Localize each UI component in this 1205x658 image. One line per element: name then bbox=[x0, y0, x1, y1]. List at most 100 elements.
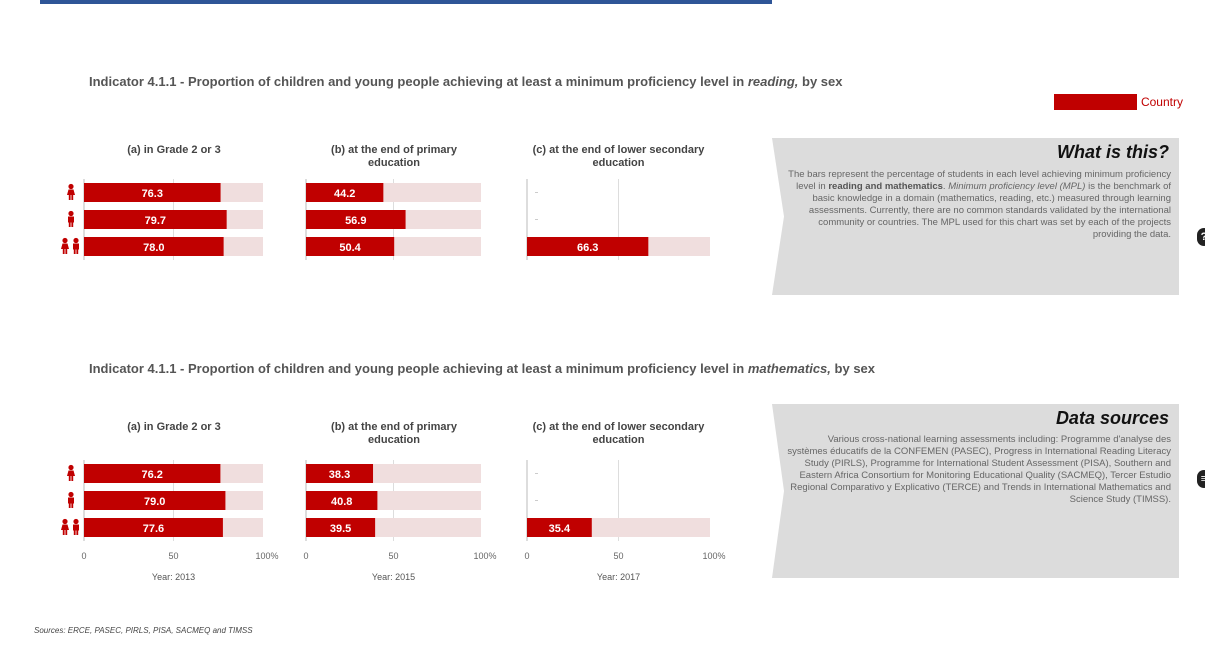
person-torso bbox=[73, 243, 79, 250]
person-leg bbox=[71, 503, 74, 508]
bar bbox=[84, 210, 227, 229]
bar-value-label: 50.4 bbox=[339, 242, 361, 254]
person-dress bbox=[61, 524, 69, 530]
person-leg bbox=[76, 530, 79, 535]
math-panel-a-title: (a) in Grade 2 or 3 bbox=[127, 421, 221, 433]
female-icon bbox=[67, 183, 75, 200]
bar bbox=[84, 464, 221, 483]
female-part-icon bbox=[61, 518, 69, 535]
person-dress bbox=[67, 189, 75, 195]
sources-note: Sources: ERCE, PASEC, PIRLS, PISA, SACME… bbox=[34, 626, 253, 635]
bar-value-label: 79.7 bbox=[145, 215, 166, 227]
bar bbox=[84, 518, 223, 537]
x-tick-label: 50 bbox=[388, 551, 398, 561]
legend-label: Country bbox=[1140, 95, 1183, 109]
bar-value-label: 39.5 bbox=[330, 523, 351, 535]
person-leg bbox=[68, 222, 71, 227]
bar-value-label: 66.3 bbox=[577, 242, 598, 254]
bar-value-label: 35.4 bbox=[549, 523, 571, 535]
person-dress bbox=[61, 243, 69, 249]
math-indicator-title: Indicator 4.1.1 - Proportion of children… bbox=[89, 361, 876, 376]
reading-panel-c-title: (c) at the end of lower secondary educat… bbox=[532, 144, 705, 169]
what-is-this-text: The bars represent the percentage of stu… bbox=[788, 169, 1171, 240]
year-label: Year: 2015 bbox=[372, 572, 415, 582]
male-icon bbox=[68, 210, 74, 227]
database-icon[interactable]: ≡ bbox=[1197, 470, 1205, 488]
bar-value-label: 79.0 bbox=[144, 496, 165, 508]
person-leg bbox=[73, 530, 76, 535]
bar-value-label: 78.0 bbox=[143, 242, 164, 254]
male-part-icon bbox=[73, 518, 79, 535]
male-part-icon bbox=[73, 237, 79, 254]
bar bbox=[306, 464, 374, 483]
male-icon bbox=[68, 491, 74, 508]
bar-value-label: 76.3 bbox=[142, 188, 163, 200]
person-leg bbox=[68, 476, 71, 481]
person-head bbox=[73, 237, 79, 244]
bar bbox=[306, 210, 406, 229]
bar bbox=[306, 491, 378, 510]
person-torso bbox=[73, 524, 79, 531]
bar bbox=[527, 518, 592, 537]
bar bbox=[306, 518, 376, 537]
person-leg bbox=[62, 530, 65, 535]
person-head bbox=[68, 464, 74, 471]
bar-value-label: 40.8 bbox=[331, 496, 352, 508]
bar-value-label: 77.6 bbox=[143, 523, 164, 535]
bar bbox=[306, 237, 395, 256]
person-torso bbox=[68, 497, 74, 504]
person-leg bbox=[68, 195, 71, 200]
person-leg bbox=[65, 530, 68, 535]
bar-value-label: 76.2 bbox=[141, 469, 162, 481]
x-tick-label: 100% bbox=[255, 551, 278, 561]
reading-indicator-title: Indicator 4.1.1 - Proportion of children… bbox=[89, 74, 843, 89]
person-leg bbox=[68, 503, 71, 508]
bar-value-label: 44.2 bbox=[334, 188, 355, 200]
reading-panel-a-title: (a) in Grade 2 or 3 bbox=[127, 144, 221, 156]
person-head bbox=[68, 210, 74, 217]
female-part-icon bbox=[61, 237, 69, 254]
what-is-this-heading: What is this? bbox=[1057, 142, 1169, 162]
person-head bbox=[68, 183, 74, 190]
person-leg bbox=[71, 195, 74, 200]
x-tick-label: 50 bbox=[168, 551, 178, 561]
data-sources-box: Data sources Various cross-national lear… bbox=[772, 404, 1179, 578]
legend-swatch bbox=[1053, 94, 1137, 110]
x-tick-label: 0 bbox=[303, 551, 308, 561]
bar bbox=[527, 237, 649, 256]
x-tick-label: 0 bbox=[81, 551, 86, 561]
year-label: Year: 2017 bbox=[597, 572, 640, 582]
person-leg bbox=[73, 249, 76, 254]
person-head bbox=[68, 491, 74, 498]
person-leg bbox=[65, 249, 68, 254]
bar bbox=[84, 491, 226, 510]
chart-legend: Country bbox=[1053, 94, 1183, 110]
person-torso bbox=[68, 216, 74, 223]
data-sources-heading: Data sources bbox=[1055, 408, 1169, 428]
reading-panel-b-title: (b) at the end of primary education bbox=[331, 144, 457, 169]
bar bbox=[84, 237, 224, 256]
x-tick-label: 100% bbox=[473, 551, 496, 561]
top-accent-bar bbox=[40, 0, 772, 4]
person-leg bbox=[76, 249, 79, 254]
what-is-this-box: What is this? The bars represent the per… bbox=[772, 138, 1179, 295]
bar-value-label: 38.3 bbox=[329, 469, 350, 481]
person-head bbox=[62, 237, 68, 244]
female-icon bbox=[67, 464, 75, 481]
bar bbox=[306, 183, 384, 202]
person-dress bbox=[67, 470, 75, 476]
data-sources-text: Various cross-national learning assessme… bbox=[787, 434, 1171, 505]
math-panel-b-title: (b) at the end of primary education bbox=[331, 421, 457, 446]
math-panel-c-title: (c) at the end of lower secondary educat… bbox=[532, 421, 705, 446]
x-tick-label: 100% bbox=[702, 551, 725, 561]
x-tick-label: 0 bbox=[524, 551, 529, 561]
person-leg bbox=[71, 222, 74, 227]
question-mark-icon[interactable]: ? bbox=[1197, 228, 1205, 246]
bar bbox=[84, 183, 221, 202]
person-leg bbox=[62, 249, 65, 254]
bar-value-label: 56.9 bbox=[345, 215, 366, 227]
person-head bbox=[73, 518, 79, 525]
person-leg bbox=[71, 476, 74, 481]
x-tick-label: 50 bbox=[613, 551, 623, 561]
